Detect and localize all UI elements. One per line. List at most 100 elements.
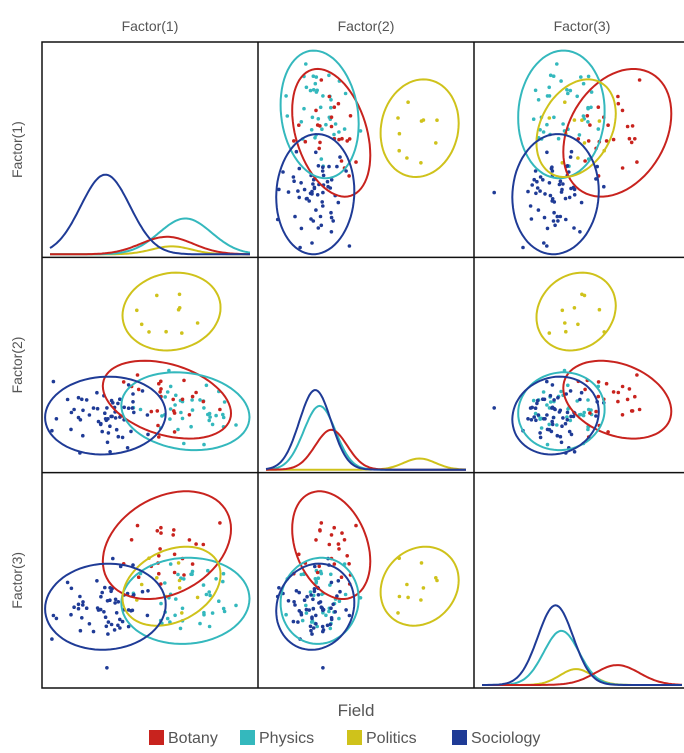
point-sociology — [552, 398, 556, 402]
point-sociology — [347, 244, 352, 248]
point-physics — [304, 85, 309, 90]
point-sociology — [563, 421, 568, 426]
point-sociology — [316, 226, 321, 230]
point-sociology — [347, 613, 352, 618]
point-sociology — [126, 406, 131, 411]
point-sociology — [318, 600, 323, 604]
point-physics — [321, 94, 325, 98]
point-physics — [337, 130, 341, 134]
point-sociology — [545, 150, 549, 155]
point-sociology — [579, 390, 584, 395]
point-sociology — [108, 450, 112, 454]
point-sociology — [548, 393, 553, 398]
point-botany — [155, 529, 160, 533]
point-physics — [358, 129, 363, 133]
point-physics — [328, 583, 332, 587]
point-botany — [620, 413, 625, 417]
point-sociology — [51, 379, 56, 384]
point-physics — [545, 442, 550, 447]
point-sociology — [72, 605, 76, 609]
point-botany — [347, 137, 352, 141]
point-botany — [606, 430, 610, 434]
point-botany — [319, 78, 324, 82]
point-botany — [637, 78, 642, 82]
point-physics — [568, 88, 573, 93]
point-physics — [548, 400, 553, 404]
point-sociology — [538, 431, 542, 435]
point-physics — [556, 136, 561, 141]
point-sociology — [109, 622, 114, 627]
point-physics — [552, 115, 556, 120]
point-sociology — [277, 586, 281, 590]
point-botany — [172, 570, 177, 575]
legend-swatch-politics — [347, 730, 362, 745]
point-botany — [627, 387, 632, 391]
point-botany — [135, 523, 140, 528]
density-sociology-factor3 — [482, 604, 682, 686]
point-physics — [206, 568, 210, 573]
point-sociology — [116, 401, 120, 406]
point-physics — [204, 592, 209, 597]
point-sociology — [321, 666, 325, 670]
point-politics — [177, 292, 182, 297]
point-sociology — [91, 629, 96, 634]
point-physics — [555, 423, 559, 427]
point-politics — [547, 331, 552, 335]
point-sociology — [536, 208, 541, 212]
point-sociology — [72, 407, 76, 412]
point-physics — [541, 130, 546, 134]
point-politics — [177, 306, 182, 310]
point-physics — [596, 127, 601, 131]
point-sociology — [552, 200, 557, 204]
cell-1-1 — [49, 173, 251, 256]
point-physics — [208, 415, 212, 419]
ellipse-politics — [121, 545, 222, 627]
point-politics — [572, 118, 577, 122]
point-botany — [596, 394, 601, 399]
point-botany — [172, 430, 177, 434]
point-physics — [160, 414, 164, 418]
point-botany — [136, 575, 141, 579]
point-physics — [586, 427, 590, 432]
point-botany — [182, 378, 186, 383]
point-politics — [139, 582, 144, 587]
point-physics — [533, 411, 538, 416]
point-politics — [406, 595, 410, 600]
cell-3-2 — [275, 490, 460, 670]
point-botany — [585, 114, 590, 118]
point-sociology — [552, 210, 556, 215]
point-sociology — [318, 214, 323, 219]
point-sociology — [131, 392, 135, 396]
point-botany — [347, 174, 351, 178]
point-botany — [190, 562, 195, 566]
point-sociology — [130, 608, 135, 613]
point-botany — [135, 373, 140, 377]
point-physics — [561, 122, 565, 126]
point-botany — [327, 94, 332, 99]
cell-3-3 — [482, 604, 682, 686]
point-botany — [318, 124, 322, 128]
point-physics — [190, 408, 195, 412]
point-sociology — [550, 383, 555, 387]
point-sociology — [126, 383, 131, 387]
point-sociology — [307, 199, 312, 203]
point-sociology — [542, 241, 546, 245]
point-botany — [172, 552, 177, 557]
point-botany — [586, 139, 591, 143]
point-physics — [548, 73, 553, 78]
point-physics — [314, 90, 319, 94]
point-sociology — [111, 401, 115, 405]
point-sociology — [329, 616, 334, 620]
point-sociology — [118, 397, 122, 402]
point-sociology — [291, 619, 296, 624]
point-sociology — [338, 155, 342, 159]
point-sociology — [563, 196, 568, 201]
point-sociology — [532, 177, 536, 182]
point-physics — [168, 620, 172, 624]
point-sociology — [132, 410, 136, 415]
column-title-1: Factor(1) — [122, 18, 179, 34]
point-sociology — [547, 181, 552, 185]
point-sociology — [559, 440, 564, 445]
point-physics — [202, 406, 206, 410]
point-sociology — [81, 408, 85, 413]
